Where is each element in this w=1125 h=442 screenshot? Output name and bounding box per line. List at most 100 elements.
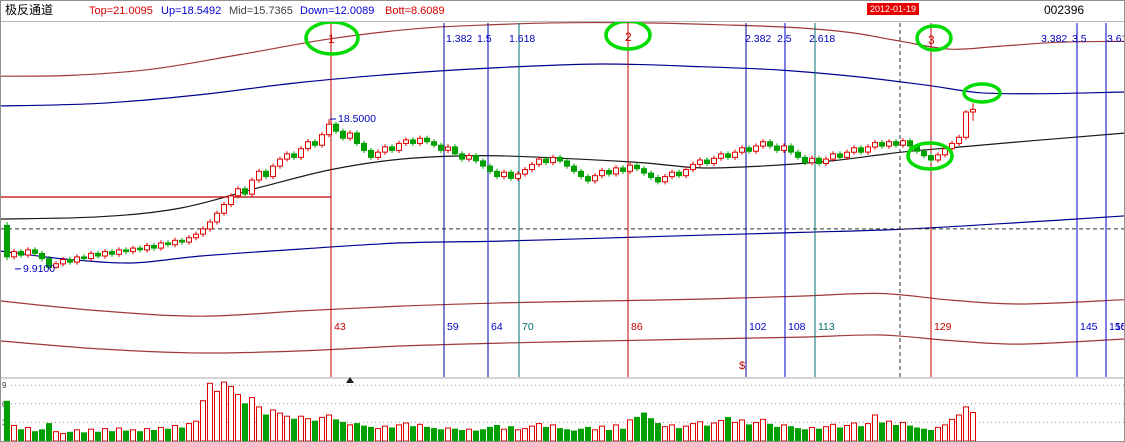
candle-body [872,142,878,148]
volume-bar [235,394,241,441]
volume-bar [578,428,584,441]
candle-body [676,171,682,177]
volume-bar [592,429,598,441]
volume-bar [60,433,66,441]
volume-bar [557,428,563,441]
candle-body [81,256,87,260]
volume-bar [627,419,633,441]
candle-body [284,153,290,160]
candle-body [130,247,136,253]
volume-bar [417,423,423,441]
bar-number-label: 59 [447,321,459,333]
bar-number-label: 129 [934,321,952,333]
candle-body [431,141,437,146]
candle-body [270,165,276,178]
volume-bar [53,431,59,441]
candle-body [32,249,38,254]
volume-bar [564,429,570,441]
candle-body [67,259,73,263]
candle-body [634,164,640,170]
candle-body [354,132,360,144]
volume-bar [403,422,409,441]
indicator-name[interactable]: 极反通道 [5,3,54,17]
highlight-ellipse [915,24,953,52]
candle-body [312,141,318,146]
volume-bar [942,424,948,441]
volume-bar [39,429,45,441]
candle-body [235,188,241,197]
candle-body [620,167,626,172]
candle-body [39,252,45,260]
volume-bar [354,423,360,441]
volume-bar [900,421,906,441]
candle-body [557,156,563,162]
volume-bar [67,431,73,441]
candle-body [172,239,178,246]
volume-bar [697,421,703,441]
volume-bar [655,423,661,441]
volume-bar [221,381,227,441]
volume-bar [179,427,185,441]
volume-bar [725,416,731,441]
candle-body [389,146,395,151]
volume-bar [32,431,38,441]
volume-bar [368,426,374,441]
volume-bar [277,412,283,441]
candle-body [249,179,255,195]
volume-bar [781,424,787,441]
volume-bar [543,426,549,441]
candle-body [690,163,696,171]
volume-bar [452,428,458,441]
bar-number-label: 64 [491,321,503,333]
volume-bar [606,430,612,441]
dollar-marker: $ [739,360,745,372]
volume-bar [690,423,696,441]
candle-body [508,171,514,179]
band-line-bott-outer [1,334,1124,354]
volume-bar [802,429,808,441]
volume-bar [333,419,339,441]
candle-body [151,245,157,249]
highlight-ellipse [304,20,360,56]
volume-bar [466,428,472,441]
bar-number-label: 113 [818,321,835,333]
candle-body [662,176,668,183]
indicator-param-up: Up=18.5492 [161,5,222,17]
candle-body [879,142,885,147]
candle-body [529,163,535,171]
volume-bar [634,416,640,441]
candle-body [494,170,500,178]
fib-level-label: 3.5 [1072,33,1087,45]
wave-marker: 3 [928,33,935,47]
volume-bar [907,425,913,441]
volume-bar [529,425,535,441]
candle-body [956,136,962,144]
volume-bar [361,425,367,441]
indicator-param-mid: Mid=15.7365 [229,5,293,17]
candle-body [319,134,325,146]
volume-bar [809,426,815,441]
volume-bar [970,412,976,441]
candle-body [858,147,864,153]
volume-bar [487,426,493,441]
volume-bar [501,428,507,441]
volume-bar [340,421,346,441]
volume-bar [396,424,402,441]
candle-body [641,168,647,174]
volume-bar [158,426,164,441]
price-label: 9.9100 [23,263,55,275]
volume-bar [494,425,500,441]
volume-bar [837,427,843,441]
candle-body [802,156,808,164]
candle-body [963,111,969,138]
volume-bar [242,403,248,441]
candle-body [298,148,304,158]
candle-body [571,165,577,172]
volume-bar [473,430,479,441]
candle-body [25,249,31,256]
volume-bar [284,415,290,441]
candle-body [809,157,815,164]
stock-code[interactable]: 002396 [1044,3,1085,17]
candle-body [396,142,402,151]
